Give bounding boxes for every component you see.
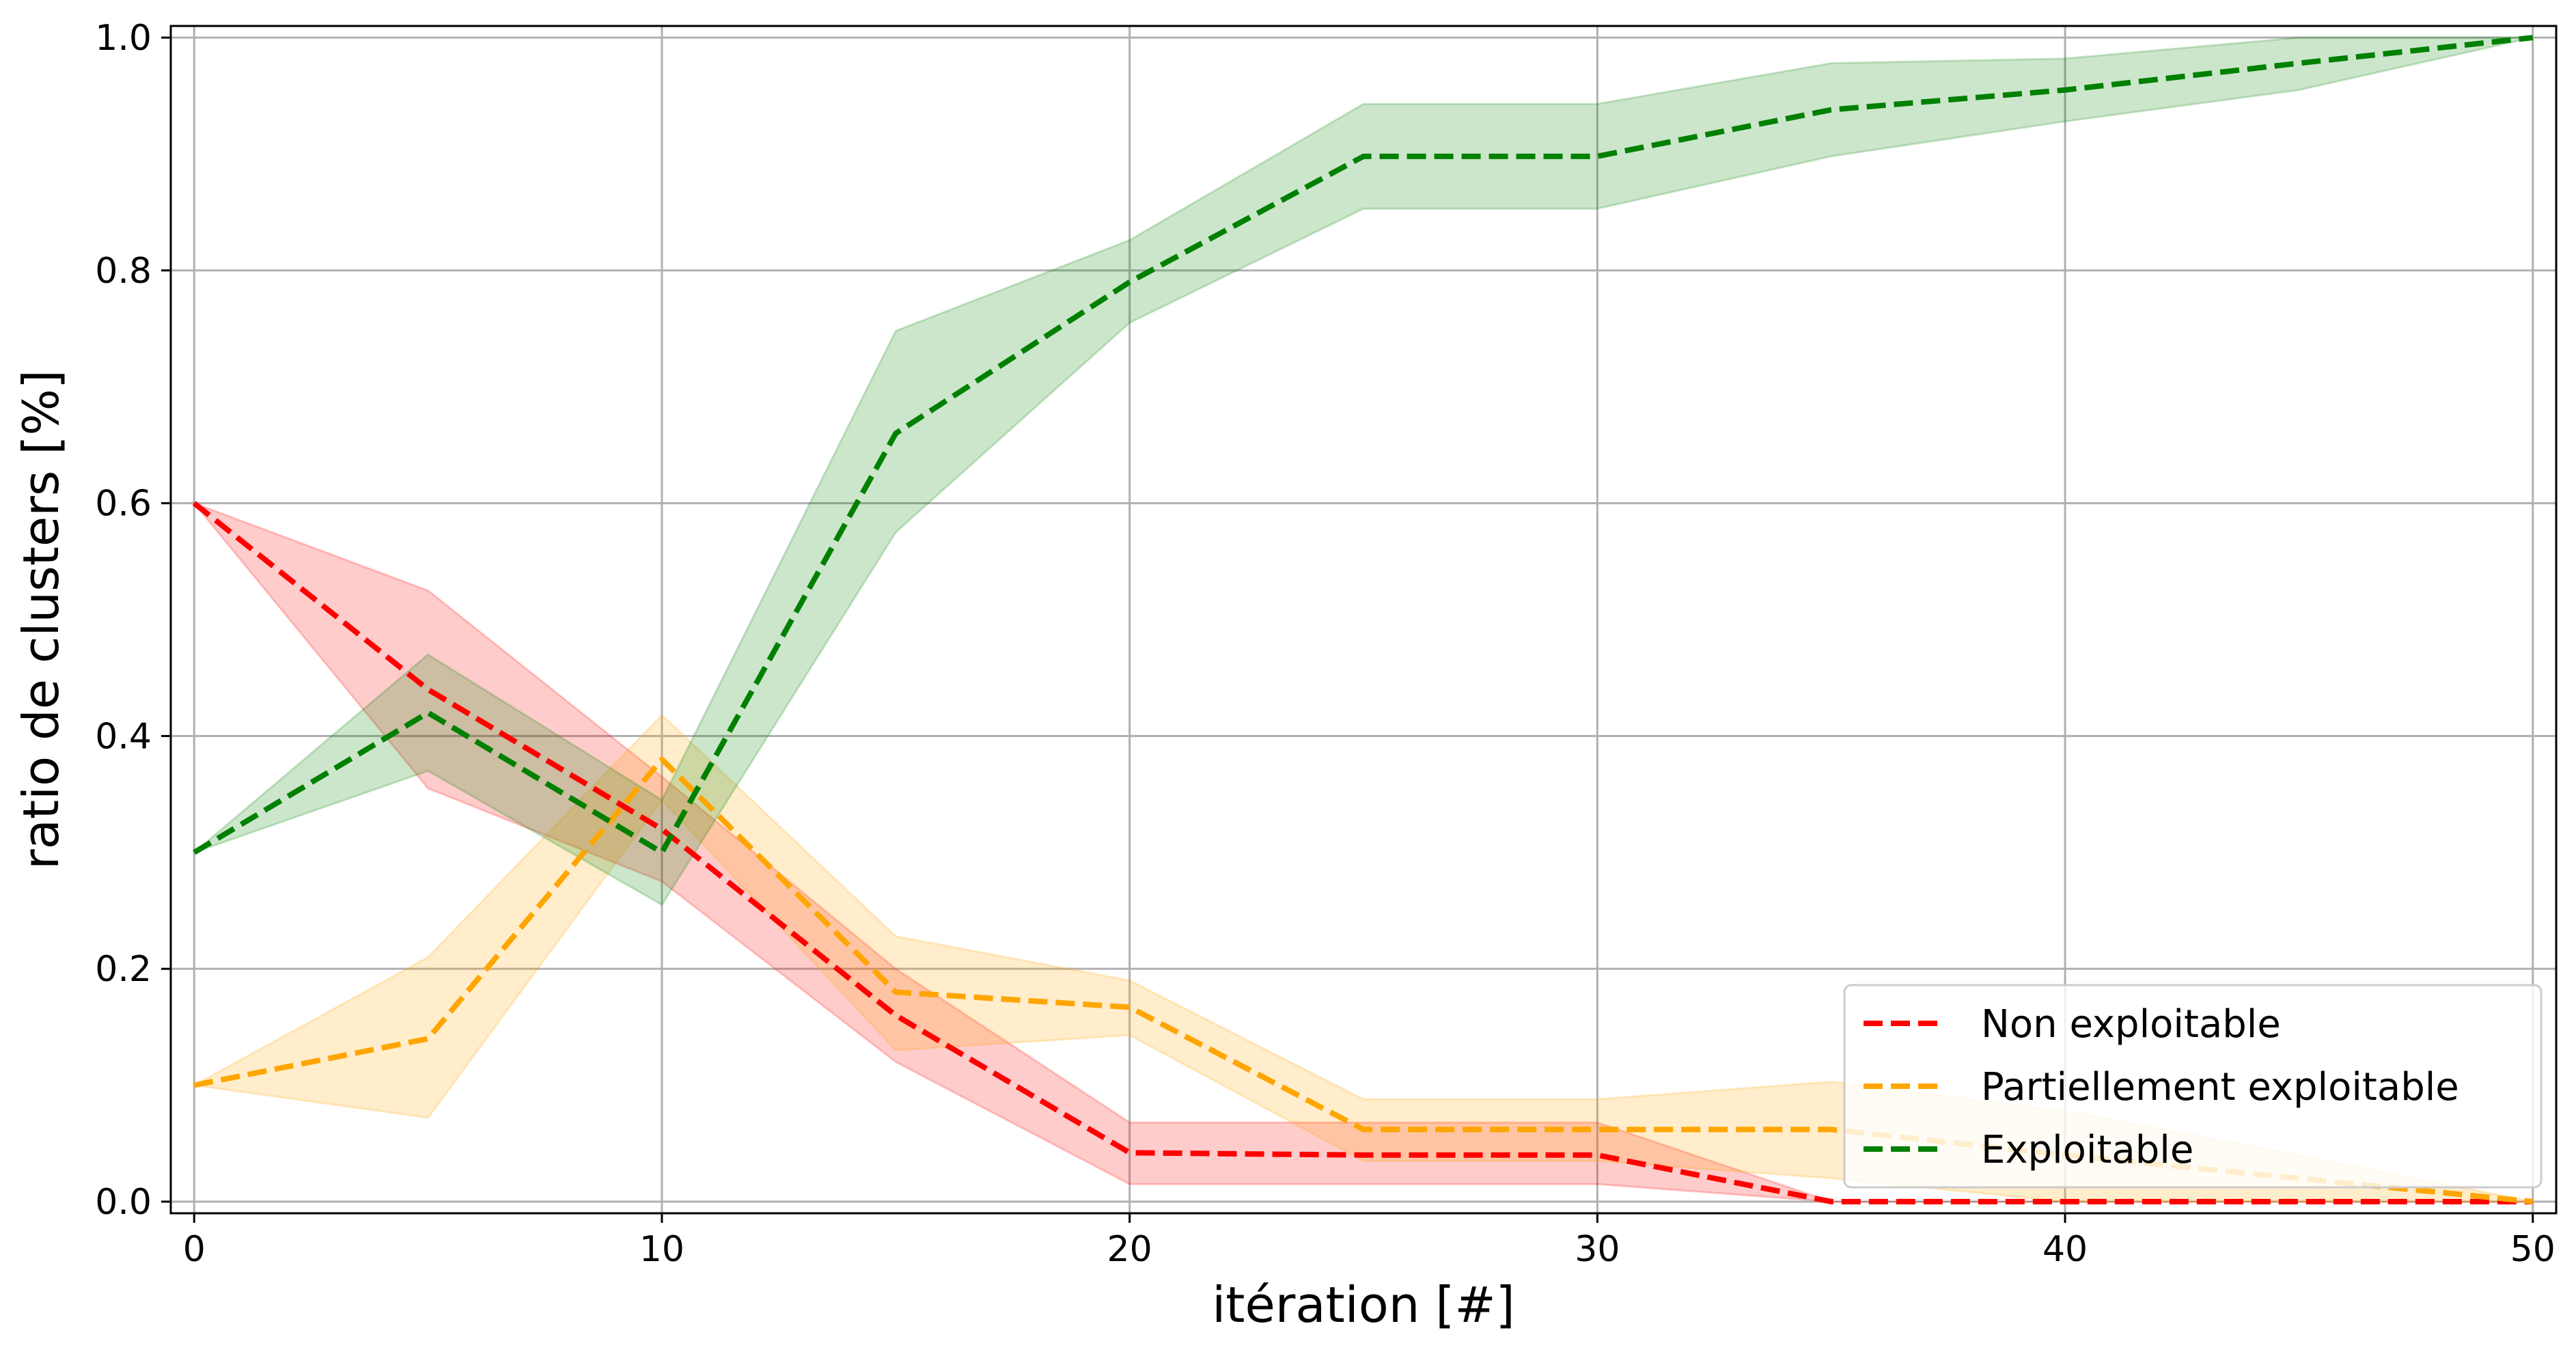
x-tick-label: 10 — [639, 1229, 684, 1270]
y-tick-label: 0.8 — [95, 251, 152, 292]
plot-frame — [169, 25, 2558, 1215]
series-line-1 — [193, 756, 2534, 1204]
legend-label: Non exploitable — [1981, 1002, 2281, 1047]
x-tick-label: 0 — [183, 1229, 206, 1270]
legend: Non exploitable Partiellement exploitable… — [1843, 984, 2543, 1189]
y-tick-label: 0.6 — [95, 484, 152, 525]
axis-ticks: 0 10 20 30 40 50 0.0 0.2 0.4 0.6 0.8 1.0 — [95, 18, 2556, 1270]
x-axis-title: itération [#] — [1212, 1276, 1515, 1334]
x-tick-label: 20 — [1107, 1229, 1152, 1270]
series-line-0 — [192, 501, 2533, 1204]
grid-lines — [171, 26, 2556, 1213]
series-line-2 — [193, 35, 2534, 855]
y-axis-title: ratio de clusters [%] — [12, 370, 70, 870]
legend-box — [1843, 984, 2543, 1189]
y-tick-label: 1.0 — [95, 18, 152, 59]
x-tick-label: 40 — [2042, 1229, 2088, 1270]
confidence-band-2 — [193, 36, 2534, 907]
y-tick-label: 0.2 — [95, 949, 152, 990]
y-tick-label: 0.4 — [95, 716, 152, 757]
confidence-band-0 — [191, 501, 2533, 1203]
y-tick-label: 0.0 — [95, 1182, 152, 1223]
x-tick-label: 30 — [1575, 1229, 1620, 1270]
x-tick-label: 50 — [2510, 1229, 2556, 1270]
legend-label: Exploitable — [1981, 1128, 2193, 1172]
series-lines — [192, 35, 2534, 1204]
legend-label: Partiellement exploitable — [1981, 1065, 2459, 1109]
